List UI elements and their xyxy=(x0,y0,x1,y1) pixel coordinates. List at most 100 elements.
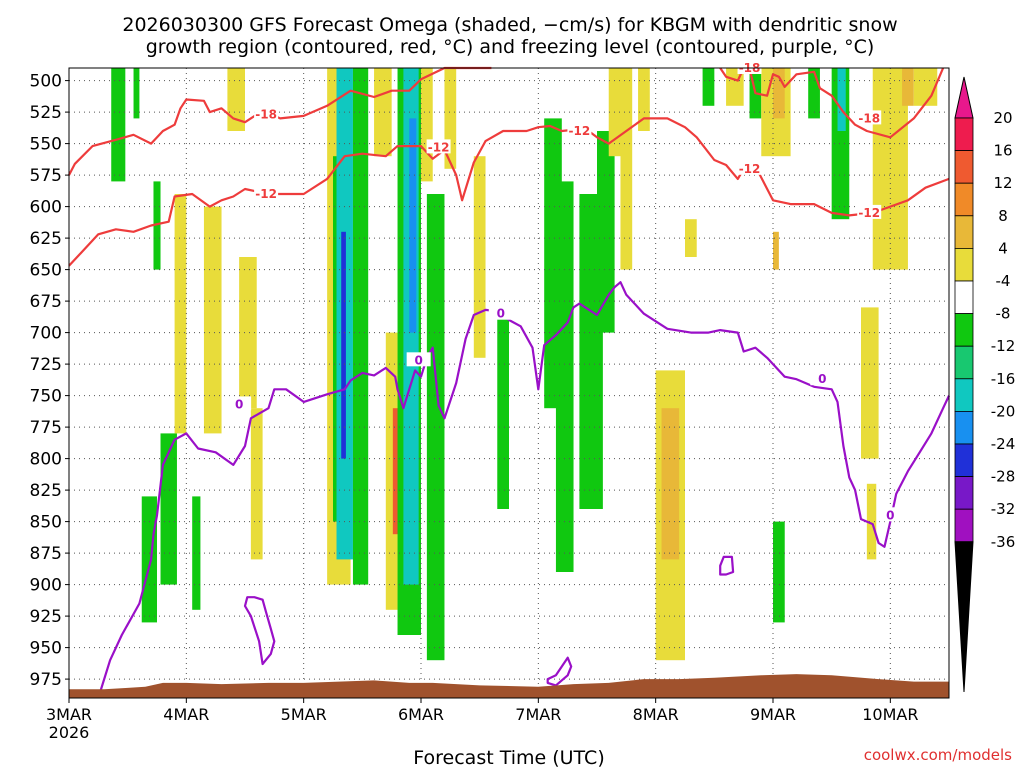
omega-cell-16 xyxy=(374,68,392,157)
label-minus18-c: -18 xyxy=(858,111,880,125)
omega-cell-50 xyxy=(773,231,779,270)
colorbar-arrow-top xyxy=(954,76,974,119)
colorbar-label-8: 8 xyxy=(998,207,1008,225)
colorbar-label--32: -32 xyxy=(991,500,1016,518)
freezing-level-contour xyxy=(97,281,950,699)
y-axis: 500 525 550 575 600 625 650 675 700 725 750 775 800 8… xyxy=(30,72,69,690)
colorbar-label--16: -16 xyxy=(991,370,1016,388)
omega-cell-43 xyxy=(837,68,846,131)
colorbar-swatch-6 xyxy=(954,313,974,347)
x-tick-label-6MAR: 6MAR xyxy=(398,705,444,724)
omega-cell-47 xyxy=(902,68,914,106)
colorbar-label-4: 4 xyxy=(998,239,1008,257)
omega-shading xyxy=(111,68,938,661)
label-zero-c-bg xyxy=(488,305,513,320)
y-tick-label-675: 675 xyxy=(30,292,62,312)
colorbar-label-16: 16 xyxy=(993,142,1012,160)
omega-cell-36 xyxy=(702,68,715,106)
label-zero-c: 0 xyxy=(497,307,505,321)
omega-cell-17 xyxy=(385,332,398,610)
dgz-minus12-contour xyxy=(68,117,950,267)
omega-cell-14 xyxy=(341,231,346,459)
label-minus12-a-bg xyxy=(254,186,279,200)
omega-cell-4 xyxy=(160,433,177,585)
plot-frame xyxy=(68,67,950,699)
omega-cell-25 xyxy=(473,156,486,358)
x-tick-label-8MAR: 8MAR xyxy=(633,705,679,724)
label-minus18-c-bg xyxy=(857,110,882,125)
label-zero-a-bg xyxy=(227,396,252,411)
y-tick-label-900: 900 xyxy=(30,576,62,596)
omega-cell-26 xyxy=(497,307,509,509)
label-minus12-c: -12 xyxy=(569,124,591,138)
y-tick-label-600: 600 xyxy=(30,198,62,218)
omega-cell-28 xyxy=(555,181,574,572)
omega-cell-8 xyxy=(227,68,245,131)
colorbar-label--20: -20 xyxy=(991,402,1016,420)
chart-title-line2: growth region (contoured, red, °C) and f… xyxy=(146,36,875,58)
freezing-loop-3 xyxy=(719,555,735,576)
label-minus18-a: -18 xyxy=(255,108,277,122)
omega-cell-9 xyxy=(239,257,257,409)
omega-cell-7 xyxy=(192,496,201,610)
omega-cell-24 xyxy=(444,68,457,169)
colorbar-swatch-9 xyxy=(954,410,974,445)
omega-cell-3 xyxy=(141,496,157,623)
y-tick-label-500: 500 xyxy=(30,72,62,92)
colorbar-swatch-7 xyxy=(954,345,974,380)
label-zero-b: 0 xyxy=(414,353,422,367)
colorbar-swatch-0 xyxy=(954,117,974,151)
colorbar: 20 16 12 8 4 -4 -8 -12 -16 -20 -24 -28 -32 -36 xyxy=(954,76,1016,693)
dgz-minus18-contour xyxy=(68,66,492,176)
label-zero-d-bg xyxy=(810,371,835,386)
colorbar-swatch-2 xyxy=(954,182,974,217)
y-tick-label-975: 975 xyxy=(30,670,62,690)
colorbar-label--24: -24 xyxy=(991,435,1016,453)
label-zero-e-bg xyxy=(878,507,903,522)
omega-cell-22 xyxy=(426,194,445,661)
omega-cell-35 xyxy=(661,408,680,560)
x-tick-label-10MAR: 10MAR xyxy=(862,705,918,724)
x-tick-label-4MAR: 4MAR xyxy=(163,705,209,724)
watermark: coolwx.com/models xyxy=(864,746,1012,764)
terrain xyxy=(69,674,949,698)
omega-cell-45 xyxy=(866,483,877,560)
freezing-loop-1 xyxy=(243,596,276,666)
omega-cell-15 xyxy=(352,68,369,585)
label-minus12-b: -12 xyxy=(428,140,450,154)
omega-cell-18 xyxy=(392,408,400,535)
y-tick-label-650: 650 xyxy=(30,261,62,281)
y-tick-label-550: 550 xyxy=(30,135,62,155)
label-minus12-b-bg xyxy=(426,139,451,154)
colorbar-swatch-5 xyxy=(954,280,974,314)
colorbar-swatch-11 xyxy=(954,476,974,510)
omega-cell-41 xyxy=(808,68,820,119)
y-tick-label-775: 775 xyxy=(30,418,62,438)
label-minus12-d-bg xyxy=(737,160,762,175)
y-tick-label-725: 725 xyxy=(30,355,62,375)
omega-cell-2 xyxy=(153,181,161,270)
colorbar-label--4: -4 xyxy=(996,272,1011,290)
label-zero-a: 0 xyxy=(235,397,243,411)
freezing-loop-2 xyxy=(546,656,573,687)
label-minus18-b-bg xyxy=(737,60,762,74)
colorbar-swatch-4 xyxy=(954,247,974,282)
omega-cell-32 xyxy=(620,68,633,270)
omega-cell-6 xyxy=(203,206,222,434)
omega-cell-5 xyxy=(174,194,187,434)
grid-lines xyxy=(68,68,949,698)
x-tick-label-3MAR: 3MAR xyxy=(46,705,92,724)
x-tick-label-9MAR: 9MAR xyxy=(750,705,796,724)
y-tick-label-575: 575 xyxy=(30,166,62,186)
x-tick-label-7MAR: 7MAR xyxy=(515,705,561,724)
y-tick-label-925: 925 xyxy=(30,607,62,627)
omega-cell-10 xyxy=(250,408,263,560)
omega-cell-0 xyxy=(111,68,126,182)
colorbar-label--36: -36 xyxy=(991,533,1016,551)
x-axis-label: Forecast Time (UTC) xyxy=(413,747,604,768)
omega-cell-33 xyxy=(638,68,650,131)
colorbar-label--28: -28 xyxy=(991,468,1016,486)
colorbar-swatch-10 xyxy=(954,443,974,477)
colorbar-label--12: -12 xyxy=(991,337,1016,355)
